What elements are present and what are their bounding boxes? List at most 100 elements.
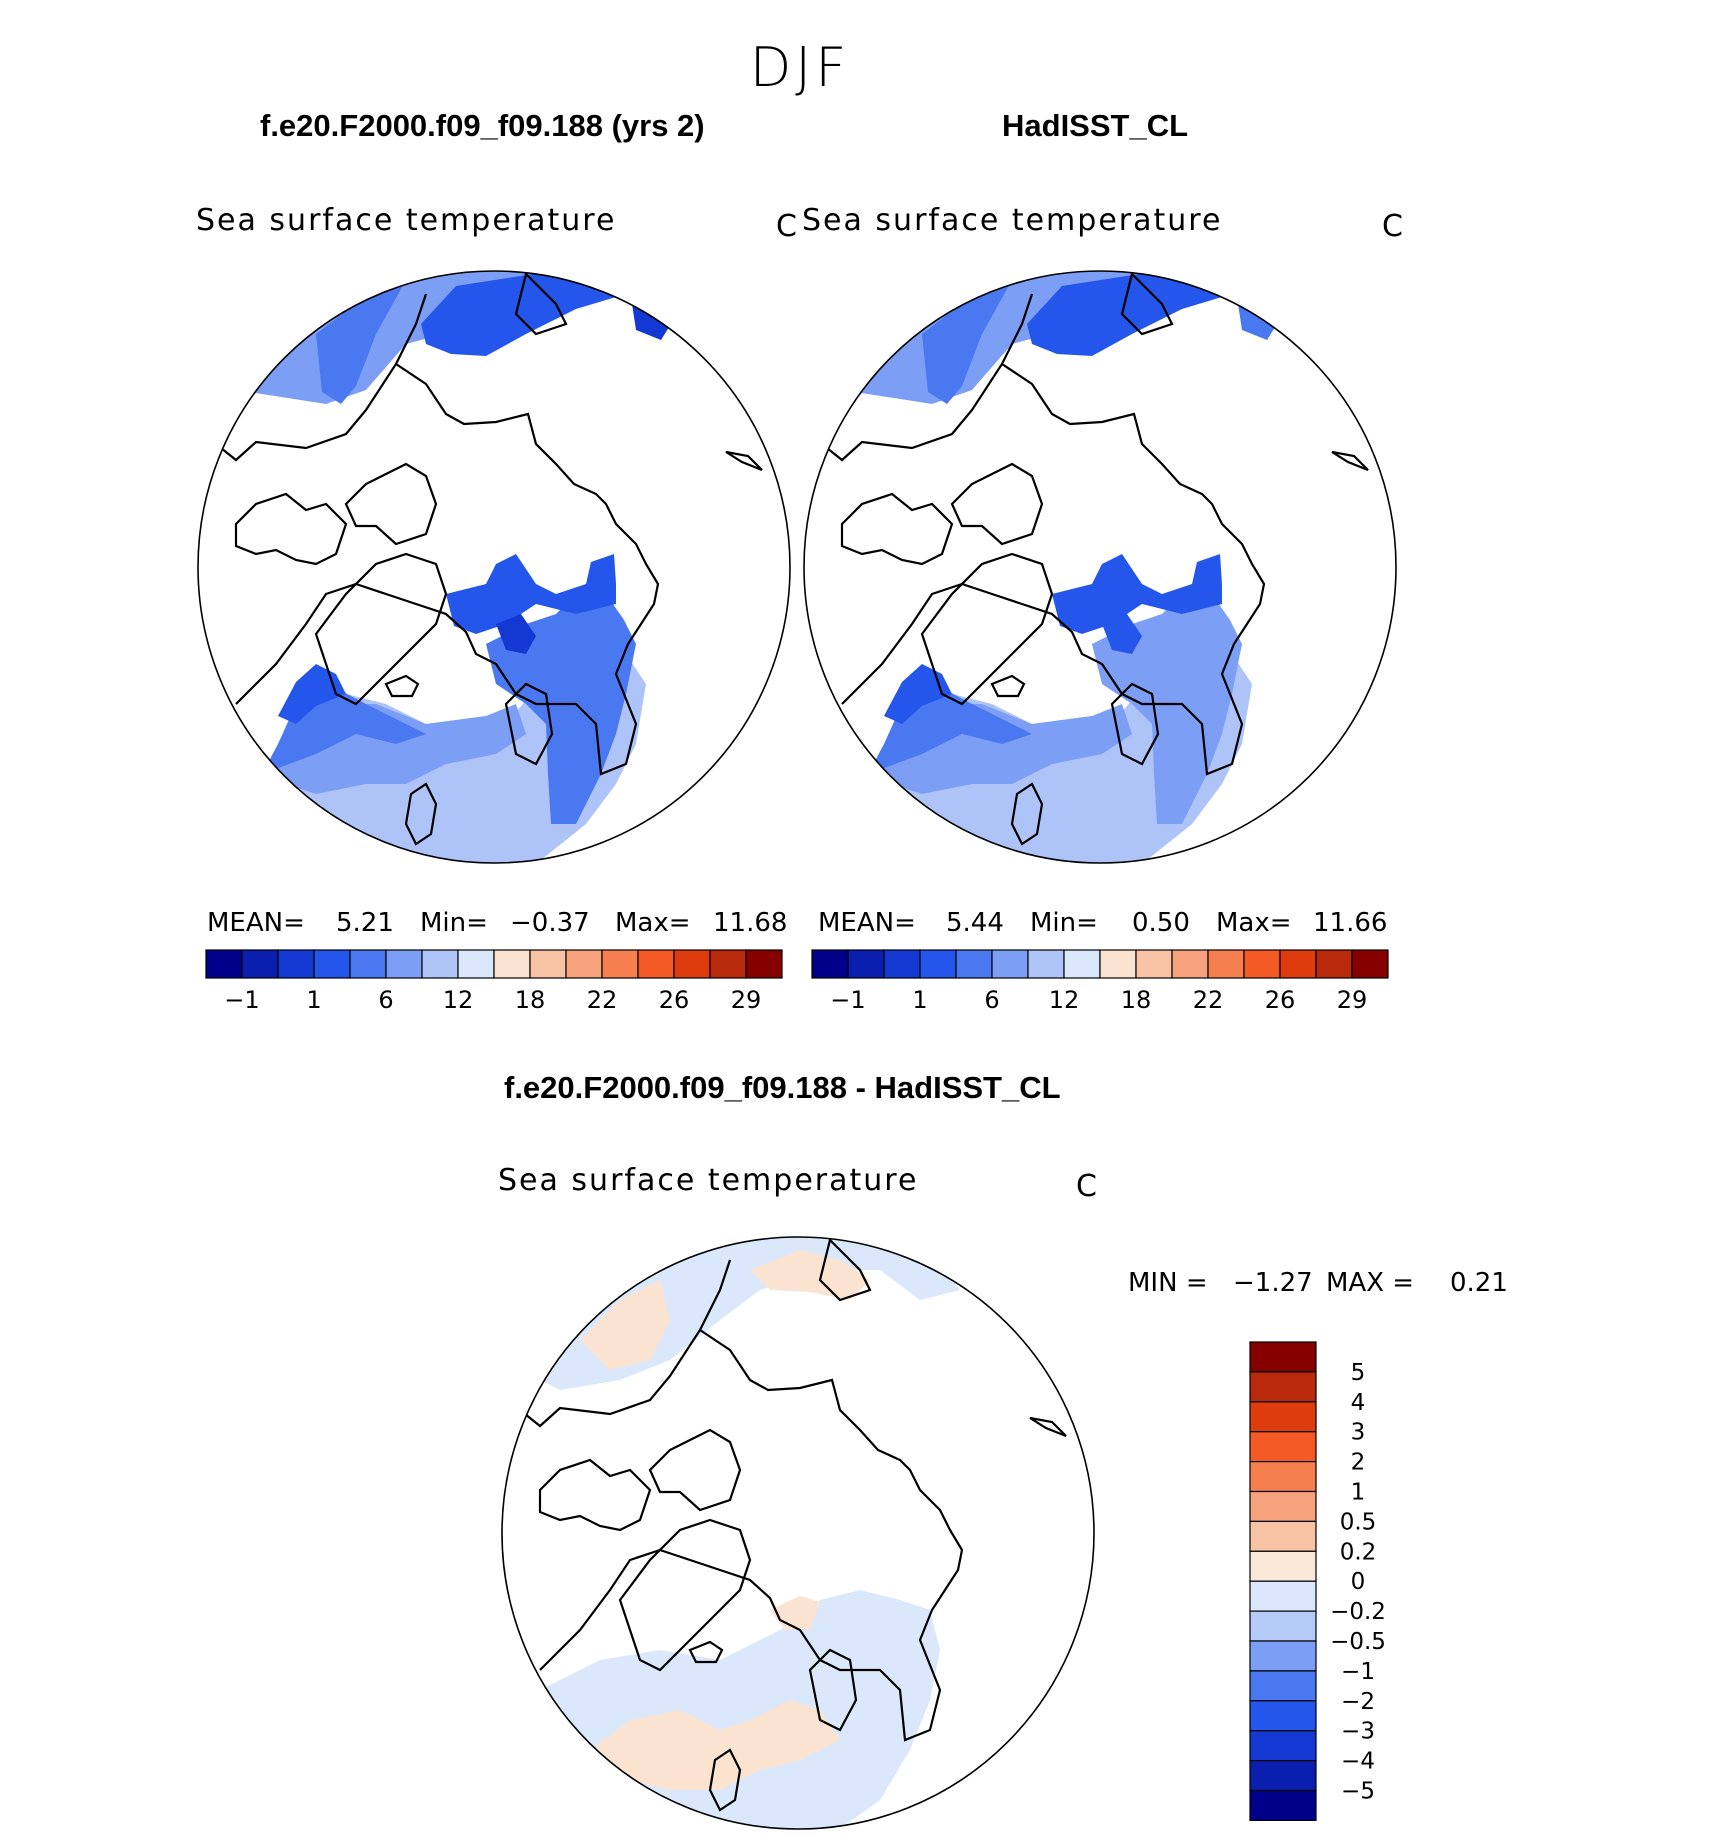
diff-colorbar-tick-label: −2 xyxy=(1341,1689,1375,1715)
panel-1-hudson-bay xyxy=(234,492,348,566)
panel-2-map-boundary xyxy=(803,270,1397,864)
panel-2-colorbar-tick-label: 12 xyxy=(1049,986,1080,1014)
diff-iceland xyxy=(688,1640,724,1664)
diff-min-value: −1.27 xyxy=(1233,1268,1313,1298)
diff-colorbar-tick-label: −1 xyxy=(1341,1659,1375,1685)
panel-1-min-value: −0.37 xyxy=(510,908,590,938)
panel-1-mean-value: 5.21 xyxy=(336,908,394,938)
diff-britain xyxy=(708,1748,742,1812)
panel-2-colorbar-cell xyxy=(1063,949,1101,979)
diff-map xyxy=(501,1236,1095,1830)
diff-colorbar-cell xyxy=(1249,1341,1317,1373)
diff-colorbar-tick-label: 1 xyxy=(1351,1480,1366,1506)
panel-2-colorbar-cell xyxy=(847,949,885,979)
panel-2-barents-sea xyxy=(1052,554,1222,634)
panel-2-colorbar-tick-label: −1 xyxy=(830,986,865,1014)
diff-colorbar-tick-label: 3 xyxy=(1351,1420,1366,1446)
panel-1-colorbar-cell xyxy=(241,949,279,979)
diff-units: C xyxy=(1076,1169,1097,1204)
panel-1-min-label: Min= xyxy=(420,908,488,938)
diff-colorbar-tick-label: −0.5 xyxy=(1330,1629,1386,1655)
panel-2-map xyxy=(803,270,1397,864)
panel-1-variable: Sea surface temperature xyxy=(196,203,617,238)
panel-2-colorbar-cell xyxy=(1207,949,1245,979)
diff-colorbar-cell xyxy=(1249,1700,1317,1732)
panel-1-units: C xyxy=(776,209,797,244)
panel-2-iceland xyxy=(990,674,1026,698)
diff-colorbar-cell xyxy=(1249,1760,1317,1792)
diff-colorbar-cell xyxy=(1249,1371,1317,1403)
season-title: DJF xyxy=(749,36,851,99)
diff-pacific-warm-east xyxy=(750,1250,870,1300)
panel-2-colorbar-cell xyxy=(1171,949,1209,979)
panel-1-colorbar-cell xyxy=(385,949,423,979)
panel-2-colorbar-cell xyxy=(919,949,957,979)
diff-colorbar-tick-label: 0.2 xyxy=(1340,1539,1377,1565)
panel-2-max-label: Max= xyxy=(1216,908,1292,938)
panel-2-mean-value: 5.44 xyxy=(946,908,1004,938)
panel-2-units: C xyxy=(1382,209,1403,244)
diff-colorbar-cell xyxy=(1249,1789,1317,1821)
panel-2-mean-label: MEAN= xyxy=(818,908,916,938)
panel-1-colorbar-tick-label: 22 xyxy=(587,986,618,1014)
panel-2-min-label: Min= xyxy=(1030,908,1098,938)
panel-2-colorbar-tick-label: 1 xyxy=(912,986,927,1014)
panel-1-colorbar-cell xyxy=(277,949,315,979)
panel-2-colorbar-cell xyxy=(1351,949,1389,979)
diff-greenland xyxy=(618,1518,752,1672)
panel-1-colorbar-cell xyxy=(529,949,567,979)
panel-2-colorbar-cell xyxy=(1243,949,1281,979)
panel-1-case-title: f.e20.F2000.f09_f09.188 (yrs 2) xyxy=(260,108,705,143)
diff-max-label: MAX = xyxy=(1326,1268,1415,1298)
panel-2-colorbar-tick-label: 26 xyxy=(1265,986,1296,1014)
panel-1-colorbar-cell xyxy=(601,949,639,979)
diff-min-label: MIN = xyxy=(1128,1268,1208,1298)
panel-1-labrador-sea xyxy=(278,664,346,724)
diff-pacific-warm-west xyxy=(580,1280,670,1370)
diff-colorbar-tick-label: 4 xyxy=(1351,1390,1366,1416)
panel-2-colorbar-tick-label: 22 xyxy=(1193,986,1224,1014)
panel-2-colorbar-cell xyxy=(1099,949,1137,979)
panel-1-colorbar-tick-label: 26 xyxy=(659,986,690,1014)
panel-2-alaska xyxy=(1120,271,1174,336)
panel-1-max-label: Max= xyxy=(615,908,691,938)
diff-island xyxy=(1029,1416,1067,1438)
diff-colorbar-cell xyxy=(1249,1550,1317,1582)
diff-colorbar-cell xyxy=(1249,1610,1317,1642)
panel-1-colorbar-cell xyxy=(313,949,351,979)
panel-1-colorbar-tick-label: 18 xyxy=(515,986,546,1014)
panel-2-colorbar-cell xyxy=(1135,949,1173,979)
panel-2-colorbar: −1 1 6 12 18 22 26 29 xyxy=(811,949,1389,1014)
panel-2-colorbar-cell xyxy=(1027,949,1065,979)
panel-2-coastline-main xyxy=(821,293,1266,776)
panel-2-britain xyxy=(1010,782,1044,846)
diff-colorbar-cell xyxy=(1249,1520,1317,1552)
diff-colorbar-tick-label: −4 xyxy=(1341,1749,1375,1775)
panel-2-island xyxy=(1331,450,1369,472)
diff-colorbar-tick-label: 0 xyxy=(1351,1569,1366,1595)
panel-2-hudson-bay xyxy=(840,492,954,566)
panel-1-pacific-central xyxy=(316,280,406,404)
panel-1-colorbar-cell xyxy=(205,949,243,979)
diff-canadian-islands xyxy=(648,1428,742,1512)
panel-1-alaska xyxy=(514,271,568,336)
panel-1-colorbar-cell xyxy=(421,949,459,979)
panel-1-britain xyxy=(404,782,438,846)
panel-2-scandinavia xyxy=(1110,682,1160,766)
diff-colorbar-cell xyxy=(1249,1580,1317,1612)
diff-colorbar-tick-label: −5 xyxy=(1341,1779,1375,1805)
diff-colorbar-cell xyxy=(1249,1431,1317,1463)
panel-2-colorbar-cell xyxy=(955,949,993,979)
diff-coastline-main xyxy=(519,1259,964,1742)
panel-1-scandinavia xyxy=(504,682,554,766)
diff-atlantic-warm xyxy=(590,1700,840,1790)
panel-1-colorbar-tick-label: 1 xyxy=(306,986,321,1014)
panel-1-canadian-islands xyxy=(344,462,438,546)
panel-2-colorbar-cell xyxy=(991,949,1029,979)
panel-2-canadian-islands xyxy=(950,462,1044,546)
panel-1-colorbar-cell xyxy=(673,949,711,979)
panel-2-min-value: 0.50 xyxy=(1132,908,1190,938)
panel-1-greenland-sea-core xyxy=(496,614,536,654)
diff-colorbar-cell xyxy=(1249,1670,1317,1702)
panel-1-colorbar-tick-label: 6 xyxy=(378,986,393,1014)
